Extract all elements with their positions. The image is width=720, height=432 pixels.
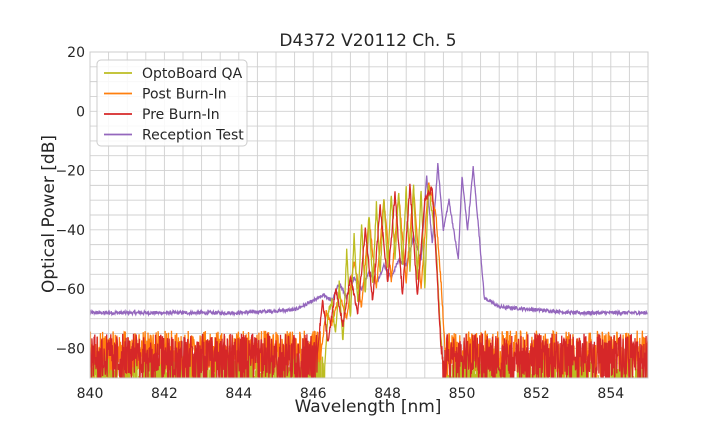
x-tick-label: 852 [523,386,550,402]
chart-title: D4372 V20112 Ch. 5 [279,31,456,51]
legend-entry: Post Burn-In [142,87,227,103]
y-axis-label: Optical Power [dB] [39,135,59,293]
legend-entry: OptoBoard QA [142,66,243,82]
legend-box [96,59,248,147]
legend: OptoBoard QA Post Burn-In Pre Burn-In Recep… [96,59,248,147]
y-tick-label: 20 [67,45,85,61]
series-line-pre-burn-in [90,183,648,378]
x-tick-label: 844 [225,386,252,402]
x-tick-label: 848 [374,386,401,402]
y-tick-label: −40 [55,223,85,239]
x-tick-label: 850 [449,386,476,402]
x-tick-labels: 840 842 844 846 848 850 852 854 [77,386,625,402]
y-tick-label: −60 [55,282,85,298]
plot-frame [89,51,649,379]
legend-entry: Reception Test [142,128,244,144]
y-tick-label: −80 [55,341,85,357]
y-tick-label: 0 [76,104,85,120]
x-tick-label: 846 [300,386,327,402]
x-axis-label: Wavelength [nm] [295,397,442,417]
x-tick-label: 854 [597,386,624,402]
y-tick-label: −20 [55,164,85,180]
series-group [90,162,648,378]
x-tick-label: 842 [151,386,178,402]
y-tick-labels: −80 −60 −40 −20 0 20 [55,45,85,357]
x-tick-label: 840 [77,386,104,402]
legend-entry: Pre Burn-In [142,107,220,123]
